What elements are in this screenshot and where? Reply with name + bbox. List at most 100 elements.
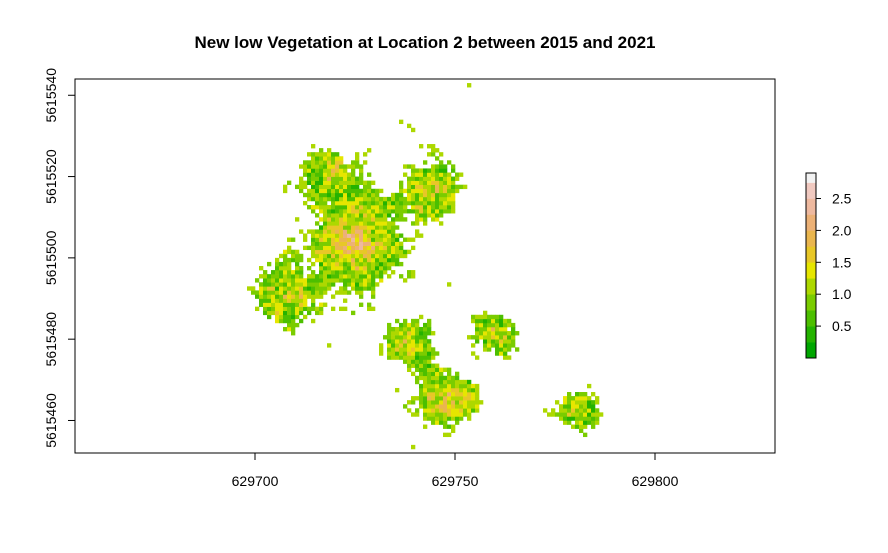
raster-cell: [291, 302, 296, 307]
raster-cell: [311, 274, 316, 279]
raster-cell: [327, 343, 332, 348]
raster-cell: [275, 278, 280, 283]
raster-cell: [335, 209, 340, 214]
raster-cell: [331, 282, 336, 287]
raster-cell: [511, 322, 516, 328]
raster-cell: [587, 408, 592, 413]
raster-cell: [307, 245, 312, 251]
raster-cell: [443, 176, 448, 181]
raster-cell: [355, 233, 360, 238]
raster-cell: [351, 172, 356, 177]
raster-cell: [423, 184, 428, 190]
raster-cell: [307, 310, 312, 316]
raster-cell: [339, 176, 344, 181]
raster-cell: [359, 176, 364, 181]
raster-cell: [287, 249, 292, 255]
raster-cell: [411, 245, 416, 251]
raster-cell: [451, 387, 456, 393]
raster-cell: [503, 347, 508, 352]
raster-cell: [487, 335, 492, 340]
raster-cell: [431, 404, 436, 409]
raster-cell: [379, 205, 384, 210]
raster-cell: [431, 200, 436, 206]
raster-cell: [499, 326, 504, 332]
raster-cell: [427, 331, 432, 336]
raster-cell: [383, 257, 388, 263]
raster-cell: [263, 294, 268, 299]
raster-cell: [483, 331, 488, 336]
raster-cell: [387, 339, 392, 344]
raster-cell: [367, 302, 372, 307]
raster-cell: [355, 192, 360, 198]
raster-cell: [263, 306, 268, 312]
raster-cell: [495, 347, 500, 352]
raster-cell: [315, 233, 320, 238]
raster-cell: [335, 249, 340, 255]
raster-cell: [431, 164, 436, 169]
raster-cell: [383, 233, 388, 238]
raster-cell: [331, 172, 336, 177]
raster-cell: [299, 253, 304, 259]
raster-cell: [343, 270, 348, 275]
raster-cell: [447, 205, 452, 210]
raster-cell: [427, 168, 432, 173]
y-tick-label: 5615460: [43, 393, 59, 448]
raster-cell: [399, 180, 404, 185]
raster-cell: [411, 326, 416, 332]
raster-cell: [339, 229, 344, 234]
raster-cell: [375, 282, 380, 287]
raster-cell: [435, 404, 440, 409]
raster-cell: [255, 290, 260, 295]
raster-cell: [411, 270, 416, 275]
raster-cell: [435, 420, 440, 425]
raster-cell: [375, 261, 380, 267]
raster-cell: [403, 351, 408, 356]
raster-cell: [403, 188, 408, 194]
raster-cell: [343, 209, 348, 214]
raster-cell: [475, 387, 480, 393]
legend-swatch: [806, 262, 816, 279]
raster-cell: [307, 290, 312, 295]
raster-cell: [371, 209, 376, 214]
raster-cell: [447, 172, 452, 177]
raster-cell: [267, 298, 272, 303]
raster-cell: [315, 237, 320, 242]
raster-cell: [371, 245, 376, 251]
raster-cell: [379, 249, 384, 255]
raster-cell: [459, 387, 464, 393]
raster-cell: [343, 225, 348, 230]
raster-cell: [283, 306, 288, 312]
raster-cell: [259, 274, 264, 279]
raster-cell: [319, 229, 324, 234]
raster-cell: [423, 363, 428, 368]
raster-cell: [387, 335, 392, 340]
raster-cell: [435, 196, 440, 202]
raster-cell: [379, 229, 384, 234]
raster-cell: [467, 412, 472, 417]
raster-cell: [427, 188, 432, 194]
raster-cell: [347, 278, 352, 283]
raster-cell: [331, 294, 336, 299]
raster-cell: [411, 347, 416, 352]
raster-cell: [319, 172, 324, 177]
raster-cell: [407, 326, 412, 332]
raster-cell: [363, 225, 368, 230]
raster-cell: [395, 347, 400, 352]
raster-cell: [331, 184, 336, 190]
raster-cell: [315, 221, 320, 226]
raster-cell: [411, 274, 416, 279]
raster-cell: [335, 290, 340, 295]
raster-cell: [419, 188, 424, 194]
raster-cell: [479, 326, 484, 332]
raster-cell: [487, 347, 492, 352]
raster-cell: [295, 253, 300, 259]
raster-cell: [427, 408, 432, 413]
raster-cell: [327, 253, 332, 259]
raster-cell: [287, 302, 292, 307]
raster-cell: [391, 335, 396, 340]
raster-cell: [395, 335, 400, 340]
raster-cell: [459, 392, 464, 397]
raster-cell: [567, 416, 572, 421]
raster-cell: [327, 274, 332, 279]
raster-cell: [455, 387, 460, 393]
